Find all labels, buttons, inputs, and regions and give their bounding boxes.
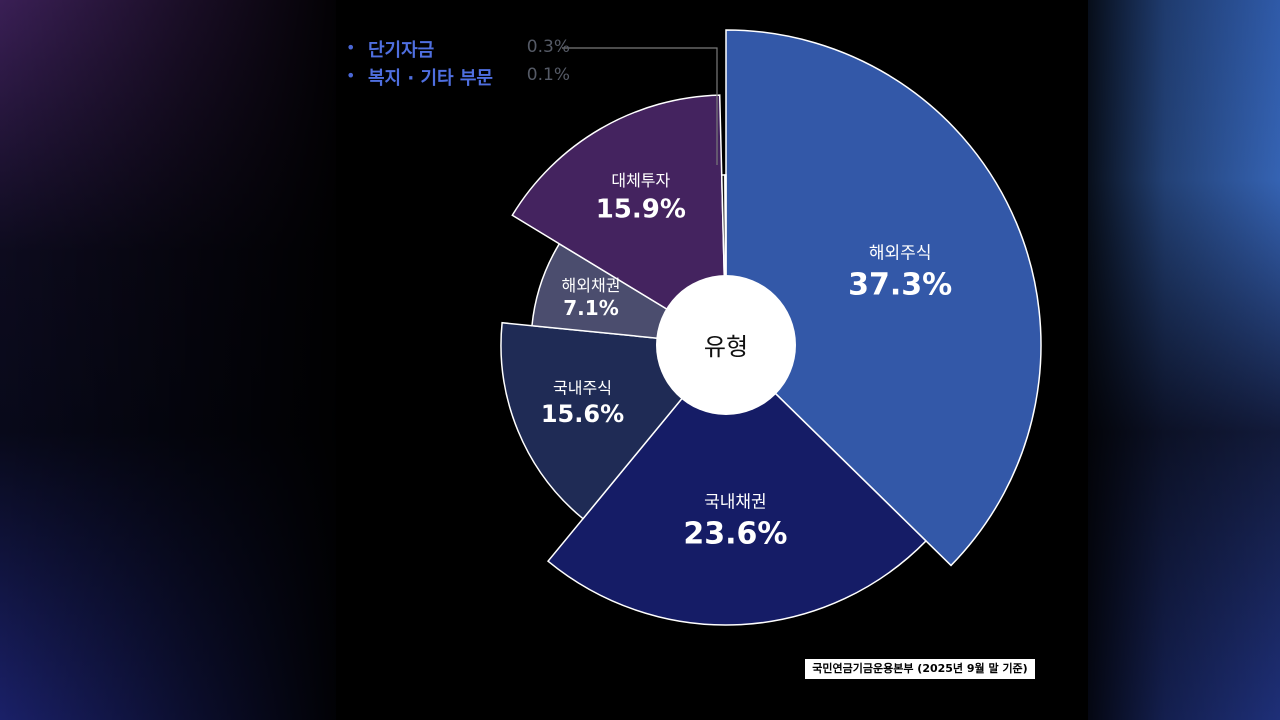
small-slice-legend: • 단기자금 0.3% • 복지 · 기타 부문 0.1% (346, 34, 576, 90)
slice-overseas-bond-value-label: 7.1% (563, 296, 618, 320)
slice-domestic-bond-name-label: 국내채권 (704, 493, 767, 513)
source-note: 국민연금기금운용본부 (2025년 9월 말 기준) (805, 659, 1035, 679)
slice-domestic-bond (546, 343, 928, 626)
slice-domestic-bond-value-label: 23.6% (683, 517, 787, 552)
legend-bullet: • (346, 66, 356, 85)
center-label: 유형 (704, 333, 748, 361)
slice-overseas-stock-value-label: 37.3% (848, 267, 952, 302)
legend-value: 0.1% (526, 65, 570, 85)
slice-overseas-bond-name-label: 해외채권 (562, 276, 621, 295)
slice-domestic-stock-name-label: 국내주식 (553, 378, 612, 397)
left-blurred-background (0, 0, 336, 720)
leader-line (562, 47, 718, 165)
center-circle (656, 275, 796, 415)
legend-item-short-term: • 단기자금 0.3% (346, 34, 576, 62)
slice-alternative (511, 94, 727, 347)
legend-item-welfare-other: • 복지 · 기타 부문 0.1% (346, 62, 576, 90)
slice-domestic-stock-value-label: 15.6% (541, 400, 624, 428)
right-blurred-background (1088, 0, 1280, 720)
slice-overseas-stock-name-label: 해외주식 (869, 243, 932, 263)
legend-label: 단기자금 (368, 40, 435, 61)
chart-panel: 유형 해외주식 37.3% 국내채권 23.6% 국내주식 15.6% 해외채권 7.1% 대체… (336, 0, 1088, 720)
slice-alternative-name-label: 대체투자 (611, 171, 670, 190)
slice-alternative-value-label: 15.9% (596, 194, 686, 224)
legend-label: 복지 · 기타 부문 (368, 68, 493, 89)
legend-bullet: • (346, 38, 356, 57)
slice-overseas-stock (725, 29, 1042, 567)
legend-value: 0.3% (526, 37, 570, 57)
